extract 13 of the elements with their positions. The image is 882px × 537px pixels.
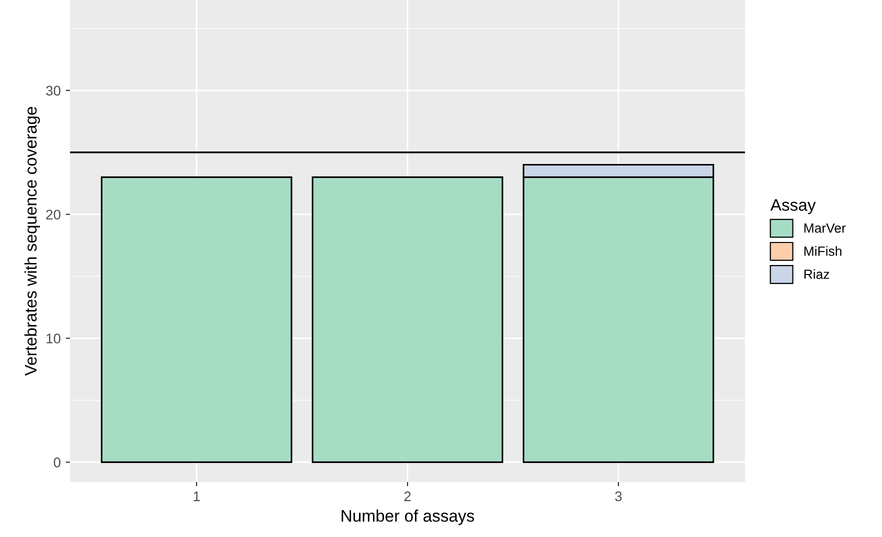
y-axis-title: Vertebrates with sequence coverage bbox=[24, 106, 40, 376]
legend-title: Assay bbox=[770, 199, 816, 214]
y-tick-label: 10 bbox=[46, 334, 60, 344]
y-tick-label: 0 bbox=[54, 458, 60, 468]
x-tick-label: 1 bbox=[194, 492, 200, 502]
legend-label: MarVer bbox=[804, 224, 846, 233]
y-tick-label: 20 bbox=[46, 210, 60, 220]
x-tick-label: 3 bbox=[615, 491, 622, 502]
legend-label: Riaz bbox=[804, 269, 830, 279]
x-axis-title: Number of assays bbox=[342, 510, 474, 526]
x-tick-label: 2 bbox=[404, 491, 411, 502]
y-tick-label: 30 bbox=[46, 86, 60, 96]
legend-label: MiFish bbox=[804, 246, 842, 256]
